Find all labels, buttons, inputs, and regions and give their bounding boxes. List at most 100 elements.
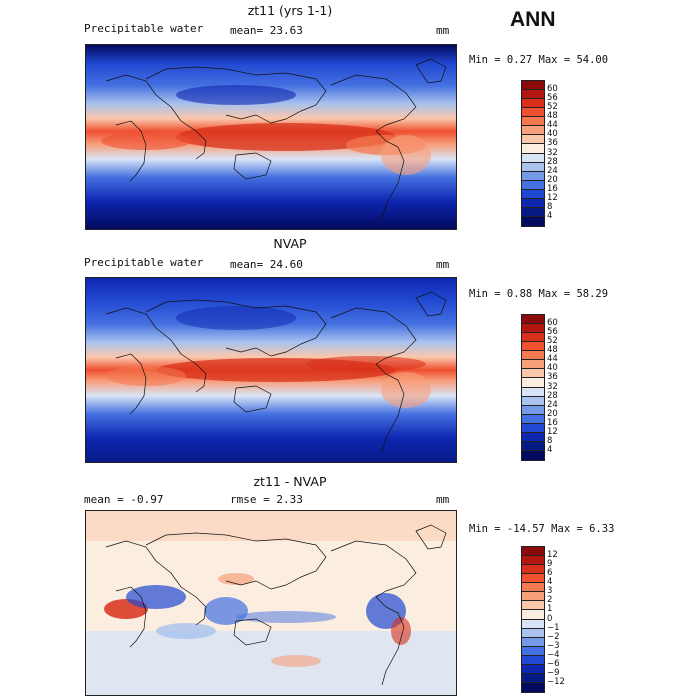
- panel2-units-label: mm: [436, 258, 450, 271]
- colorbar-swatch: [522, 315, 544, 325]
- panel3-mean-label: mean = -0.97: [84, 493, 164, 506]
- colorbar-swatch: [522, 673, 544, 683]
- colorbar-tick-label: 0: [547, 613, 553, 624]
- panel3-colorbar-segments: [522, 547, 544, 692]
- colorbar-swatch: [522, 342, 544, 352]
- colorbar-swatch: [522, 423, 544, 433]
- colorbar-tick-label: −12: [547, 676, 565, 687]
- colorbar-tick-label: −3: [547, 640, 560, 651]
- colorbar-tick-label: −1: [547, 622, 560, 633]
- colorbar-swatch: [522, 126, 544, 136]
- colorbar-swatch: [522, 601, 544, 611]
- colorbar-swatch: [522, 198, 544, 208]
- colorbar-tick-label: 44: [547, 354, 558, 365]
- colorbar-tick-label: 56: [547, 327, 558, 338]
- panel1-map: [85, 44, 457, 230]
- panel1-variable-label: Precipitable water: [84, 22, 204, 35]
- colorbar-tick-label: 20: [547, 174, 558, 185]
- colorbar-swatch: [522, 583, 544, 593]
- colorbar-tick-label: 52: [547, 102, 558, 113]
- colorbar-swatch: [522, 592, 544, 602]
- colorbar-tick-label: 40: [547, 129, 558, 140]
- panel2-variable-label: Precipitable water: [84, 256, 204, 269]
- colorbar-tick-label: −6: [547, 658, 560, 669]
- colorbar-swatch: [522, 628, 544, 638]
- panel3-rmse-label: rmse = 2.33: [230, 493, 303, 506]
- panel1-colorbar-segments: [522, 81, 544, 226]
- colorbar-swatch: [522, 171, 544, 181]
- colorbar-swatch: [522, 324, 544, 334]
- panel3-map: [85, 510, 457, 696]
- colorbar-swatch: [522, 81, 544, 91]
- colorbar-swatch: [522, 565, 544, 575]
- colorbar-swatch: [522, 547, 544, 557]
- panel1-units-label: mm: [436, 24, 450, 37]
- colorbar-swatch: [522, 682, 544, 692]
- colorbar-tick-label: 28: [547, 156, 558, 167]
- colorbar-swatch: [522, 387, 544, 397]
- colorbar-swatch: [522, 414, 544, 424]
- colorbar-tick-label: 60: [547, 318, 558, 329]
- colorbar-tick-label: 12: [547, 192, 558, 203]
- colorbar-swatch: [522, 180, 544, 190]
- colorbar-tick-label: 48: [547, 111, 558, 122]
- colorbar-tick-label: 60: [547, 84, 558, 95]
- colorbar-swatch: [522, 162, 544, 172]
- colorbar-swatch: [522, 144, 544, 154]
- panel3-title: zt11 - NVAP: [253, 474, 327, 489]
- colorbar-tick-label: 8: [547, 201, 553, 212]
- panel2-map: [85, 277, 457, 463]
- colorbar-tick-label: 48: [547, 345, 558, 356]
- panel1-mean-label: mean= 23.63: [230, 24, 303, 37]
- colorbar-tick-label: −9: [547, 667, 560, 678]
- colorbar-tick-label: 16: [547, 417, 558, 428]
- colorbar-swatch: [522, 207, 544, 217]
- colorbar-tick-label: 32: [547, 381, 558, 392]
- colorbar-swatch: [522, 619, 544, 629]
- panel2-title: NVAP: [273, 236, 307, 251]
- colorbar-swatch: [522, 655, 544, 665]
- colorbar-tick-label: 24: [547, 399, 558, 410]
- colorbar-tick-label: 36: [547, 138, 558, 149]
- colorbar-swatch: [522, 450, 544, 460]
- panel1-colorbar: [521, 80, 545, 227]
- panel3-minmax-label: Min = -14.57 Max = 6.33: [469, 523, 615, 535]
- colorbar-tick-label: 36: [547, 372, 558, 383]
- colorbar-tick-label: 3: [547, 586, 553, 597]
- colorbar-tick-label: 24: [547, 165, 558, 176]
- colorbar-swatch: [522, 405, 544, 415]
- colorbar-tick-label: 6: [547, 568, 553, 579]
- colorbar-swatch: [522, 432, 544, 442]
- colorbar-swatch: [522, 574, 544, 584]
- season-label: ANN: [510, 8, 556, 31]
- colorbar-tick-label: 1: [547, 604, 553, 615]
- colorbar-tick-label: 28: [547, 390, 558, 401]
- colorbar-tick-label: 20: [547, 408, 558, 419]
- colorbar-swatch: [522, 189, 544, 199]
- colorbar-swatch: [522, 396, 544, 406]
- colorbar-swatch: [522, 378, 544, 388]
- colorbar-swatch: [522, 369, 544, 379]
- colorbar-tick-label: 9: [547, 559, 553, 570]
- colorbar-swatch: [522, 108, 544, 118]
- colorbar-tick-label: 4: [547, 444, 553, 455]
- colorbar-swatch: [522, 351, 544, 361]
- colorbar-swatch: [522, 664, 544, 674]
- colorbar-tick-label: 32: [547, 147, 558, 158]
- panel2-minmax-label: Min = 0.88 Max = 58.29: [469, 288, 609, 300]
- colorbar-swatch: [522, 556, 544, 566]
- colorbar-swatch: [522, 216, 544, 226]
- colorbar-swatch: [522, 99, 544, 109]
- colorbar-swatch: [522, 360, 544, 370]
- colorbar-tick-label: 8: [547, 435, 553, 446]
- panel2-mean-label: mean= 24.60: [230, 258, 303, 271]
- colorbar-tick-label: 4: [547, 577, 553, 588]
- colorbar-tick-label: 12: [547, 426, 558, 437]
- panel1-title: zt11 (yrs 1-1): [247, 3, 333, 18]
- colorbar-tick-label: 52: [547, 336, 558, 347]
- colorbar-tick-label: 40: [547, 363, 558, 374]
- colorbar-tick-label: 16: [547, 183, 558, 194]
- colorbar-swatch: [522, 637, 544, 647]
- panel2-colorbar-segments: [522, 315, 544, 460]
- colorbar-tick-label: 56: [547, 93, 558, 104]
